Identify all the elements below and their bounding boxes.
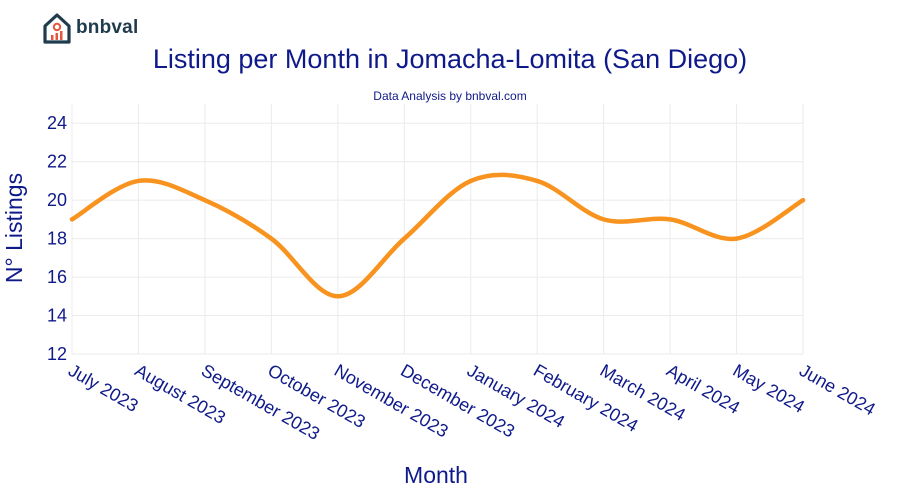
y-tick-labels: 12 14 16 18 20 22 24 [47, 113, 67, 364]
x-tick-label: September 2023 [198, 360, 323, 444]
data-point [202, 198, 207, 203]
y-tick-label: 20 [47, 190, 67, 210]
data-point [335, 294, 340, 299]
x-tick-label: May 2024 [730, 360, 808, 417]
data-point [269, 236, 274, 241]
data-point [601, 217, 606, 222]
data-point [402, 236, 407, 241]
x-axis-title: Month [404, 462, 468, 488]
data-point [136, 178, 141, 183]
x-tick-label: November 2023 [331, 360, 452, 441]
house-logo-icon [43, 13, 71, 44]
data-point [801, 198, 805, 203]
y-axis-title: N° Listings [1, 173, 27, 283]
data-point [668, 217, 673, 222]
data-point [468, 178, 473, 183]
y-tick-label: 24 [47, 113, 67, 133]
logo-text: bnbval [76, 17, 139, 38]
x-tick-label: June 2024 [796, 360, 879, 419]
series-line [69, 172, 806, 299]
data-point [70, 217, 74, 222]
logo: bnbval [42, 12, 138, 44]
y-tick-label: 14 [47, 306, 67, 326]
chart-subtitle: Data Analysis by bnbval.com [373, 89, 527, 103]
data-point [535, 178, 540, 183]
y-tick-label: 18 [47, 229, 67, 249]
data-point [734, 236, 739, 241]
y-tick-label: 12 [47, 344, 67, 364]
series-layer [69, 172, 806, 299]
y-tick-label: 22 [47, 152, 67, 172]
grid-lines [71, 104, 804, 355]
x-tick-label: July 2023 [65, 360, 142, 416]
chart-title: Listing per Month in Jomacha-Lomita (San… [152, 44, 748, 74]
y-tick-label: 16 [47, 267, 67, 287]
x-tick-label: December 2023 [397, 360, 518, 441]
